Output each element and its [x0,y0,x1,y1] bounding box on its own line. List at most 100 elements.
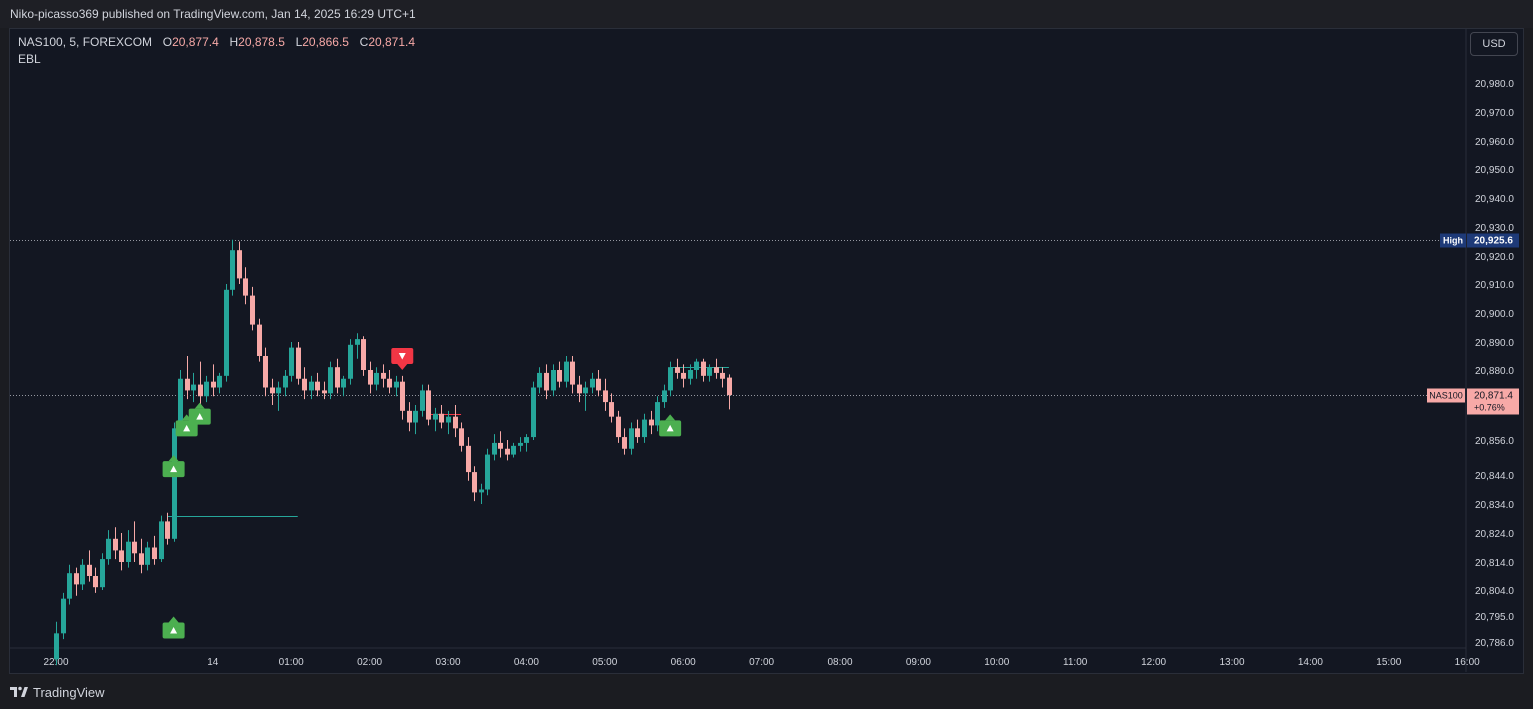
candle-body [100,559,105,588]
x-tick-label: 01:00 [279,657,304,668]
candle-body [224,289,229,376]
candle-body [302,378,307,391]
y-tick-label: 20,900.0 [1475,309,1514,320]
candle-body [707,367,712,376]
candle-body [132,541,137,554]
y-tick-label: 20,814.0 [1475,558,1514,569]
last-price-tag-value: 20,871.4 [1474,391,1513,402]
candle-body [655,402,660,426]
y-tick-label: 20,970.0 [1475,108,1514,119]
candle-body [368,370,373,385]
high-tag-label: High [1443,236,1463,246]
candle-body [139,553,144,565]
candle-body [335,367,340,388]
legend-high-value: 20,878.5 [238,35,285,49]
x-tick-label: 11:00 [1063,657,1088,668]
legend-close-label: C [359,35,369,49]
last-price-tag-change: +0.76% [1474,403,1505,413]
legend-low-value: 20,866.5 [302,35,349,49]
x-tick-label: 16:00 [1455,657,1480,668]
candle-body [159,521,164,560]
x-tick-label: 06:00 [671,657,696,668]
x-tick-label: 04:00 [514,657,539,668]
candle-body [466,445,471,473]
candle-body [328,367,333,394]
y-tick-label: 20,834.0 [1475,500,1514,511]
candle-body [257,324,262,356]
candle-body [622,437,627,449]
candle-body [178,378,183,429]
candle-body [276,387,281,394]
candle-body [394,381,399,388]
candle-body [616,416,621,438]
buy-signal-marker [659,414,682,437]
y-tick-label: 20,920.0 [1475,252,1514,263]
y-tick-label: 20,890.0 [1475,338,1514,349]
x-tick-label: 07:00 [749,657,774,668]
candle-body [681,372,686,379]
publication-text: Niko-picasso369 published on TradingView… [10,7,416,21]
legend-open-label: O [162,35,173,49]
x-tick-label: 03:00 [435,657,460,668]
candle-body [720,372,725,379]
y-tick-label: 20,804.0 [1475,586,1514,597]
publication-header: Niko-picasso369 published on TradingView… [0,0,1533,28]
candle-body [113,538,118,551]
high-price-tag-value: 20,925.6 [1474,236,1513,247]
candle-body [263,356,268,388]
candle-body [453,416,458,429]
y-tick-label: 20,844.0 [1475,471,1514,482]
y-tick-label: 20,980.0 [1475,79,1514,90]
candle-body [355,339,360,345]
indicator-name[interactable]: EBL [18,52,41,66]
x-tick-label: 15:00 [1376,657,1401,668]
candle-body [230,250,235,290]
candle-body [439,413,444,423]
candle-body [106,538,111,560]
candle-body [459,428,464,446]
x-tick-label: 09:00 [906,657,931,668]
candle-body [524,437,529,443]
candle-body [387,378,392,388]
legend-open-value: 20,877.4 [172,35,219,49]
candle-body [694,361,699,370]
candle-body [537,372,542,388]
x-tick-label: 12:00 [1141,657,1166,668]
candle-body [420,390,425,411]
candle-body [505,448,510,455]
candle-body [662,390,667,403]
candle-body [80,564,85,585]
y-tick-label: 20,930.0 [1475,223,1514,234]
candle-body [211,381,216,388]
candle-body [544,372,549,391]
candle-body [289,347,294,376]
candle-body [204,381,209,397]
candle-body [675,367,680,373]
x-tick-label: 13:00 [1219,657,1244,668]
candle-body [485,454,490,490]
candle-body [426,390,431,420]
y-tick-label: 20,910.0 [1475,280,1514,291]
candle-body [557,370,562,382]
currency-button[interactable]: USD [1470,32,1518,56]
chart-legend: NAS100, 5, FOREXCOM O20,877.4 H20,878.5 … [18,35,415,49]
y-tick-label: 20,795.0 [1475,612,1514,623]
candle-body [609,402,614,417]
candle-body [145,547,150,565]
high-price-tag-bg [1467,233,1519,248]
high-tag-label-bg [1440,233,1466,248]
footer-brand-text: TradingView [33,684,105,700]
candle-body [198,384,203,397]
candle-body [361,339,366,370]
candle-body [283,375,288,388]
candle-body [492,442,497,455]
footer-branding[interactable]: TradingView [10,683,105,701]
candle-body [635,428,640,438]
tradingview-logo-icon [10,686,28,697]
candle-body [67,573,72,599]
candle-body [250,295,255,325]
candle-body [61,598,66,634]
candle-body [315,381,320,391]
legend-close-value: 20,871.4 [368,35,416,49]
